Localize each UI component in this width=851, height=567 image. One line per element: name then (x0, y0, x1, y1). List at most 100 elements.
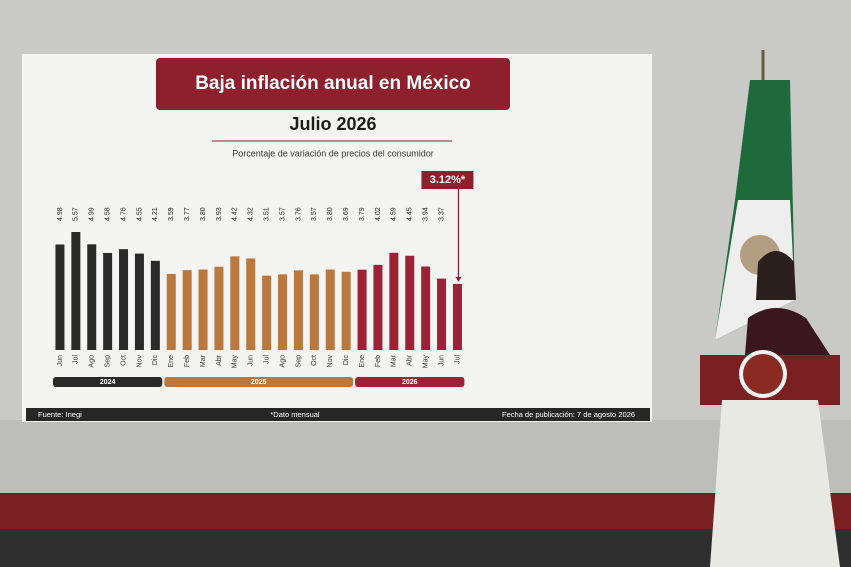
value-label: 4.76 (120, 207, 127, 221)
person-hair (756, 251, 796, 300)
bar (119, 249, 129, 350)
x-tick-label: Oct (311, 355, 318, 366)
value-label: 3.80 (200, 207, 207, 221)
callout-arrowhead (455, 276, 462, 282)
callout-box (421, 171, 474, 189)
chart: Baja inflación anual en México Julio 202… (26, 58, 650, 421)
value-label: 4.42 (232, 207, 239, 221)
value-label: 3.59 (168, 207, 175, 221)
x-tick-label: May (232, 355, 239, 369)
group-label: 2026 (402, 379, 418, 386)
value-label: 4.32 (248, 207, 255, 221)
wall-pattern (0, 420, 851, 495)
bar (246, 258, 256, 350)
screen (22, 54, 652, 422)
bar (55, 244, 65, 350)
group-label: 2025 (251, 379, 267, 386)
value-label: 3.94 (422, 207, 429, 221)
value-label: 5.57 (73, 207, 80, 221)
chart-title: Baja inflación anual en México (195, 73, 471, 94)
x-tick-label: Mar (391, 354, 398, 367)
x-tick-label: Jun (248, 355, 255, 366)
x-tick-label: Oct (120, 355, 127, 366)
bar (293, 270, 303, 350)
value-label: 3.76 (295, 207, 302, 221)
person-body (745, 308, 830, 355)
group-bar (164, 377, 354, 387)
value-label: 3.37 (438, 207, 445, 221)
footer-bar (26, 408, 650, 421)
bar (198, 269, 208, 350)
chart-subtitle: Julio 2026 (289, 114, 376, 134)
bar (262, 275, 272, 350)
value-label: 4.59 (391, 207, 398, 221)
x-tick-label: Jun (438, 355, 445, 366)
x-tick-label: Sep (104, 355, 111, 368)
value-label: 3.57 (279, 207, 286, 221)
x-tick-label: Ene (168, 355, 175, 368)
value-label: 3.69 (343, 207, 350, 221)
value-label: 3.77 (184, 207, 191, 221)
value-label: 3.51 (263, 207, 270, 221)
bar (389, 252, 399, 350)
x-tick-label: Jun (57, 355, 64, 366)
bar (357, 269, 367, 350)
x-tick-label: Feb (375, 355, 382, 367)
bar (373, 264, 383, 350)
bar (150, 260, 160, 350)
value-label: 3.79 (359, 207, 366, 221)
x-tick-label: Feb (184, 355, 191, 367)
source: Fuente: Inegi (38, 410, 82, 419)
x-tick-label: Dic (343, 355, 350, 366)
bar (325, 269, 335, 350)
floor (0, 529, 851, 567)
x-tick-label: Dic (152, 355, 159, 366)
bar (230, 256, 240, 350)
x-tick-label: Jul (73, 355, 80, 364)
value-label: 3.80 (327, 207, 334, 221)
value-label: 4.98 (57, 207, 64, 221)
red-stripe (0, 493, 851, 529)
value-label: 4.55 (136, 207, 143, 221)
value-label: 4.21 (152, 207, 159, 221)
x-tick-label: Ago (89, 355, 96, 368)
x-tick-label: May (422, 355, 429, 369)
value-label: 3.57 (311, 207, 318, 221)
value-label: 4.58 (104, 207, 111, 221)
bar (341, 271, 351, 350)
value-label: 4.45 (407, 207, 414, 221)
x-tick-label: Mar (200, 354, 207, 367)
bar (71, 232, 81, 350)
podium-base (710, 400, 840, 567)
value-label: 4.99 (89, 207, 96, 221)
x-tick-label: Abr (216, 354, 223, 366)
axis-description: Porcentaje de variación de precios del c… (232, 148, 434, 158)
x-tick-label: Ene (359, 355, 366, 368)
value-label: 4.02 (375, 207, 382, 221)
bar (452, 283, 462, 350)
note: *Dato mensual (270, 410, 320, 419)
value-label: 3.93 (216, 207, 223, 221)
bar (214, 266, 224, 350)
bar (309, 274, 319, 350)
callout-label: 3.12%* (430, 174, 466, 186)
x-tick-label: Sep (295, 355, 302, 368)
bar (182, 270, 192, 350)
bar (278, 274, 288, 350)
x-tick-label: Jul (454, 355, 461, 364)
bar (134, 253, 144, 350)
group-bar (53, 377, 163, 387)
podium-seal (743, 354, 783, 394)
x-tick-label: Abr (407, 354, 414, 366)
x-tick-label: Nov (136, 355, 143, 368)
bar (103, 252, 113, 350)
group-bar (355, 377, 465, 387)
x-tick-label: Jul (263, 355, 270, 364)
bar (421, 266, 431, 350)
bar (405, 255, 415, 350)
x-tick-label: Nov (327, 355, 334, 368)
bar (87, 244, 97, 350)
x-tick-label: Ago (279, 355, 286, 368)
title-banner (156, 58, 510, 110)
